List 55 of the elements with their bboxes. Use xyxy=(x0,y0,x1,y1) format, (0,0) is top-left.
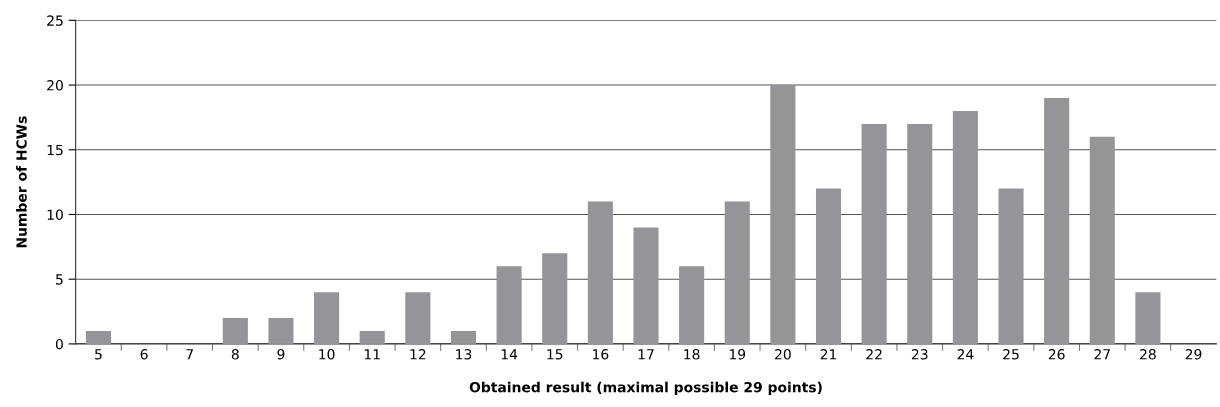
y-tick-label: 10 xyxy=(47,209,63,220)
bar xyxy=(952,110,978,344)
x-tick-label: 15 xyxy=(547,349,563,360)
x-tick-label: 8 xyxy=(231,349,239,360)
x-tick-label: 7 xyxy=(186,349,193,360)
bar xyxy=(268,318,294,344)
x-tick-label: 28 xyxy=(1140,349,1156,360)
x-tick-label: 14 xyxy=(501,349,518,360)
x-tick-label: 19 xyxy=(729,349,746,360)
bar xyxy=(998,188,1024,344)
bar xyxy=(542,253,568,344)
x-tick-label: 29 xyxy=(1185,349,1202,360)
bar xyxy=(907,123,933,344)
y-tick-label: 5 xyxy=(56,274,63,285)
bar xyxy=(1044,98,1070,344)
x-tick-label: 23 xyxy=(911,349,928,360)
bar xyxy=(85,330,111,344)
bar xyxy=(587,201,613,344)
bar xyxy=(222,318,248,344)
x-axis-title: Obtained result (maximal possible 29 points) xyxy=(469,381,822,396)
y-tick-label: 25 xyxy=(47,15,63,26)
x-tick-label: 9 xyxy=(277,349,285,360)
x-tick-label: 27 xyxy=(1094,349,1110,360)
x-tick-label: 18 xyxy=(684,349,700,360)
x-tick-label: 17 xyxy=(638,349,654,360)
bar xyxy=(1135,292,1161,344)
bar xyxy=(861,123,887,344)
bar xyxy=(724,201,750,344)
x-tick-label: 11 xyxy=(364,349,380,360)
x-tick-label: 25 xyxy=(1003,349,1019,360)
x-tick-label: 12 xyxy=(410,349,426,360)
y-tick-label: 20 xyxy=(47,80,63,91)
bar xyxy=(314,292,340,344)
bar xyxy=(633,227,659,344)
bar xyxy=(359,330,385,344)
x-tick-label: 24 xyxy=(957,349,974,360)
y-tick-label: 0 xyxy=(55,338,63,350)
x-tick-label: 20 xyxy=(775,349,791,360)
x-tick-label: 21 xyxy=(820,349,837,360)
x-tick-label: 22 xyxy=(866,349,882,360)
y-tick-label: 15 xyxy=(47,144,63,156)
x-tick-label: 10 xyxy=(319,349,335,360)
x-tick-label: 6 xyxy=(140,349,148,360)
bar xyxy=(405,292,431,344)
bar xyxy=(770,85,796,344)
y-axis-title: Number of HCWs xyxy=(16,116,27,248)
bar xyxy=(1089,136,1115,344)
x-tick-label: 26 xyxy=(1048,349,1065,360)
x-tick-label: 13 xyxy=(456,349,472,360)
bar xyxy=(496,266,522,344)
bar xyxy=(450,330,477,344)
x-tick-label: 5 xyxy=(95,349,102,360)
x-tick-label: 16 xyxy=(593,349,609,360)
bar xyxy=(679,266,705,344)
bar xyxy=(815,188,842,344)
